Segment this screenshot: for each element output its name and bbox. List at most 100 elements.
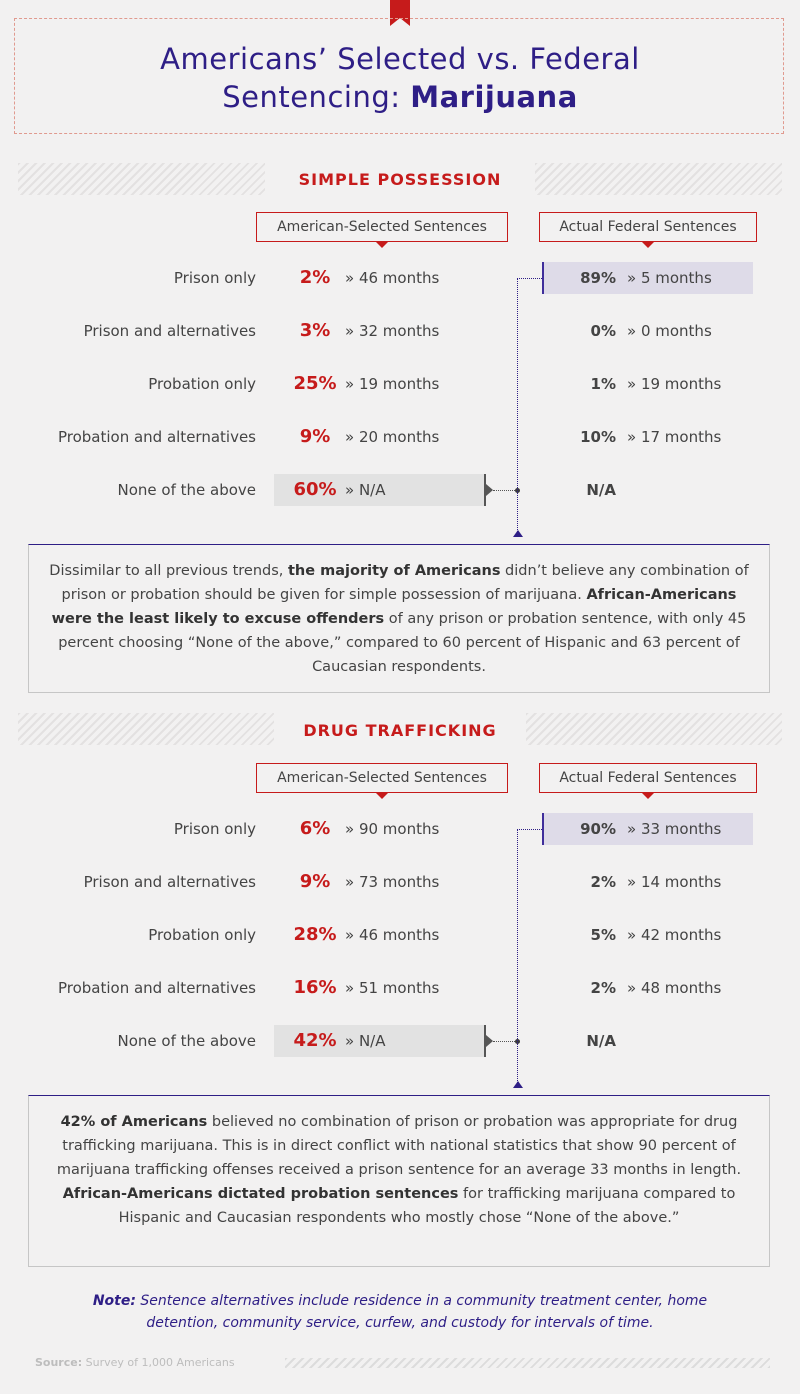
drug-trafficking-pointer-icon — [513, 1081, 523, 1088]
american-percent: 16% — [293, 977, 337, 998]
row-label: None of the above — [117, 1032, 256, 1050]
simple-possession-pointer-icon — [513, 530, 523, 537]
federal-percent: 10% — [580, 428, 616, 446]
federal-months: » 14 months — [627, 873, 722, 891]
simple-possession-federal-highlight — [542, 262, 753, 294]
simple-possession-connector-h — [493, 490, 517, 491]
federal-months: » 5 months — [627, 269, 712, 287]
title-line-2: Sentencing: Marijuana — [0, 78, 800, 116]
drug-trafficking-federal-highlight-edge — [542, 813, 544, 845]
summary2-bold-2: African-Americans dictated probation sen… — [62, 1186, 459, 1202]
american-percent: 3% — [299, 320, 331, 341]
header-pointer-icon — [642, 242, 654, 248]
title-line-1: Americans’ Selected vs. Federal — [160, 42, 640, 76]
drug-trafficking-federal-highlight — [542, 813, 753, 845]
american-percent: 2% — [299, 267, 331, 288]
row-label: Prison only — [173, 820, 256, 838]
american-percent: 9% — [299, 426, 331, 447]
federal-percent: 0% — [590, 322, 616, 340]
row-label: Prison and alternatives — [83, 322, 256, 340]
title-line-2-prefix: Sentencing: — [222, 80, 411, 114]
summary1-bold-1: the majority of Americans — [288, 563, 501, 579]
title-box — [14, 18, 784, 134]
summary1-text-3: of any prison or probation sentence, wit… — [58, 611, 747, 675]
federal-header-label: Actual Federal Sentences — [559, 219, 737, 235]
federal-months: » 17 months — [627, 428, 722, 446]
federal-months: » 42 months — [627, 926, 722, 944]
source-label: Source: — [35, 1356, 83, 1369]
drug-trafficking-american-highlight — [274, 1025, 486, 1057]
source-divider — [285, 1358, 770, 1368]
drug-trafficking-highlight-arrow-icon — [486, 1035, 493, 1047]
header-pointer-icon — [642, 793, 654, 799]
simple-possession-connector-v — [517, 278, 518, 534]
federal-months: » 48 months — [627, 979, 722, 997]
simple-possession-stripe-right — [535, 163, 782, 195]
header-pointer-icon — [376, 793, 388, 799]
summary1-text-2: didn’t believe any combination of prison… — [61, 563, 749, 603]
federal-months: » 33 months — [627, 820, 722, 838]
american-percent: 25% — [293, 373, 337, 394]
summary1-bold-2: African-Americans were the least likely … — [51, 587, 737, 627]
summary2-text-1: believed no combination of prison or pro… — [56, 1114, 742, 1178]
source-text: Survey of 1,000 Americans — [82, 1356, 235, 1369]
simple-possession-stripe-left — [18, 163, 265, 195]
drug-trafficking-stripe-right — [526, 713, 782, 745]
simple-possession-title: SIMPLE POSSESSION — [298, 170, 502, 189]
simple-possession-summary: Dissimilar to all previous trends, the m… — [28, 544, 770, 693]
summary2-bold-1: 42% of Americans — [60, 1114, 208, 1130]
page-title: Americans’ Selected vs. Federal Sentenci… — [0, 40, 800, 116]
federal-percent: 89% — [580, 269, 616, 287]
ribbon-bookmark-icon — [390, 0, 410, 26]
simple-possession-federal-header: Actual Federal Sentences — [539, 212, 757, 248]
american-header-label: American-Selected Sentences — [277, 770, 487, 786]
drug-trafficking-title: DRUG TRAFFICKING — [303, 721, 497, 740]
footnote-text: Sentence alternatives include residence … — [135, 1293, 708, 1331]
row-label: None of the above — [117, 481, 256, 499]
row-label: Prison and alternatives — [83, 873, 256, 891]
summary2-text-2: for trafficking marijuana compared to Hi… — [118, 1186, 736, 1226]
drug-trafficking-stripe-left — [18, 713, 274, 745]
footnote-label: Note: — [92, 1293, 136, 1309]
simple-possession-american-highlight — [274, 474, 486, 506]
american-months: » 32 months — [345, 322, 440, 340]
header-pointer-icon — [376, 242, 388, 248]
summary1-text-1: Dissimilar to all previous trends, — [49, 563, 288, 579]
american-months: » 73 months — [345, 873, 440, 891]
drug-trafficking-connector-top — [517, 829, 542, 830]
american-percent: 42% — [293, 1030, 337, 1051]
simple-possession-federal-highlight-edge — [542, 262, 544, 294]
federal-percent: N/A — [586, 1032, 616, 1050]
footnote: Note: Sentence alternatives include resi… — [60, 1290, 740, 1334]
federal-percent: N/A — [586, 481, 616, 499]
drug-trafficking-federal-header: Actual Federal Sentences — [539, 763, 757, 799]
drug-trafficking-connector-h — [493, 1041, 517, 1042]
federal-header-label: Actual Federal Sentences — [559, 770, 737, 786]
federal-percent: 90% — [580, 820, 616, 838]
american-months: » N/A — [345, 1032, 386, 1050]
drug-trafficking-summary: 42% of Americans believed no combination… — [28, 1095, 770, 1267]
american-months: » N/A — [345, 481, 386, 499]
simple-possession-connector-top — [517, 278, 542, 279]
american-months: » 20 months — [345, 428, 440, 446]
american-header-label: American-Selected Sentences — [277, 219, 487, 235]
american-months: » 51 months — [345, 979, 440, 997]
simple-possession-highlight-arrow-icon — [486, 484, 493, 496]
row-label: Probation and alternatives — [57, 979, 256, 997]
simple-possession-american-highlight-edge — [484, 474, 486, 506]
drug-trafficking-connector-v — [517, 829, 518, 1085]
american-months: » 46 months — [345, 926, 440, 944]
american-percent: 9% — [299, 871, 331, 892]
row-label: Prison only — [173, 269, 256, 287]
row-label: Probation and alternatives — [57, 428, 256, 446]
federal-percent: 2% — [590, 873, 616, 891]
american-months: » 19 months — [345, 375, 440, 393]
row-label: Probation only — [148, 926, 256, 944]
federal-percent: 2% — [590, 979, 616, 997]
american-percent: 60% — [293, 479, 337, 500]
drug-trafficking-american-highlight-edge — [484, 1025, 486, 1057]
drug-trafficking-american-header: American-Selected Sentences — [256, 763, 508, 799]
american-percent: 28% — [293, 924, 337, 945]
row-label: Probation only — [148, 375, 256, 393]
source-credit: Source: Survey of 1,000 Americans — [35, 1356, 235, 1369]
